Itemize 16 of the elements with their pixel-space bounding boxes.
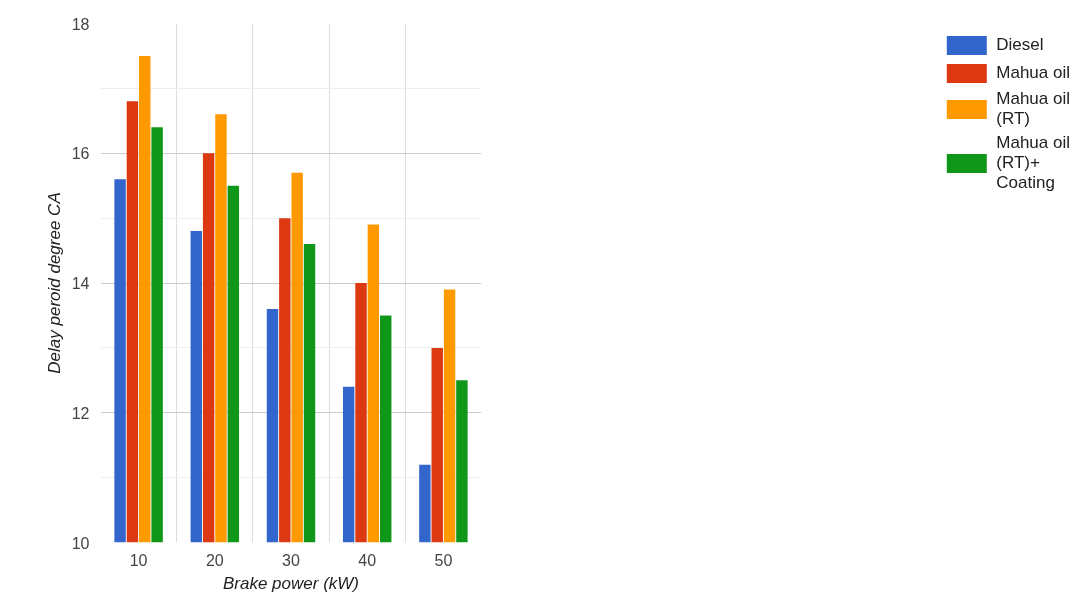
y-tick-label: 14 [71,275,90,292]
legend-label: Mahua oil (RT) [996,89,1070,129]
x-tick-label: 50 [434,551,453,569]
x-tick-label: 20 [205,551,224,569]
y-tick-label: 10 [71,534,90,552]
x-tick-label: 30 [282,551,300,569]
legend-label: Diesel [996,35,1044,55]
legend-label: Mahua oil [996,63,1070,83]
legend-label: Mahua oil (RT)+ Coating [996,133,1070,193]
y-tick-label: 12 [71,404,90,422]
y-tick-label: 18 [71,15,90,33]
x-axis-title: Brake power (kW) [222,573,360,593]
x-tick-label: 40 [358,551,377,569]
x-tick-label: 10 [129,551,148,569]
y-tick-label: 16 [71,145,90,163]
y-axis-title: Delay peroid degree CA [44,192,64,374]
